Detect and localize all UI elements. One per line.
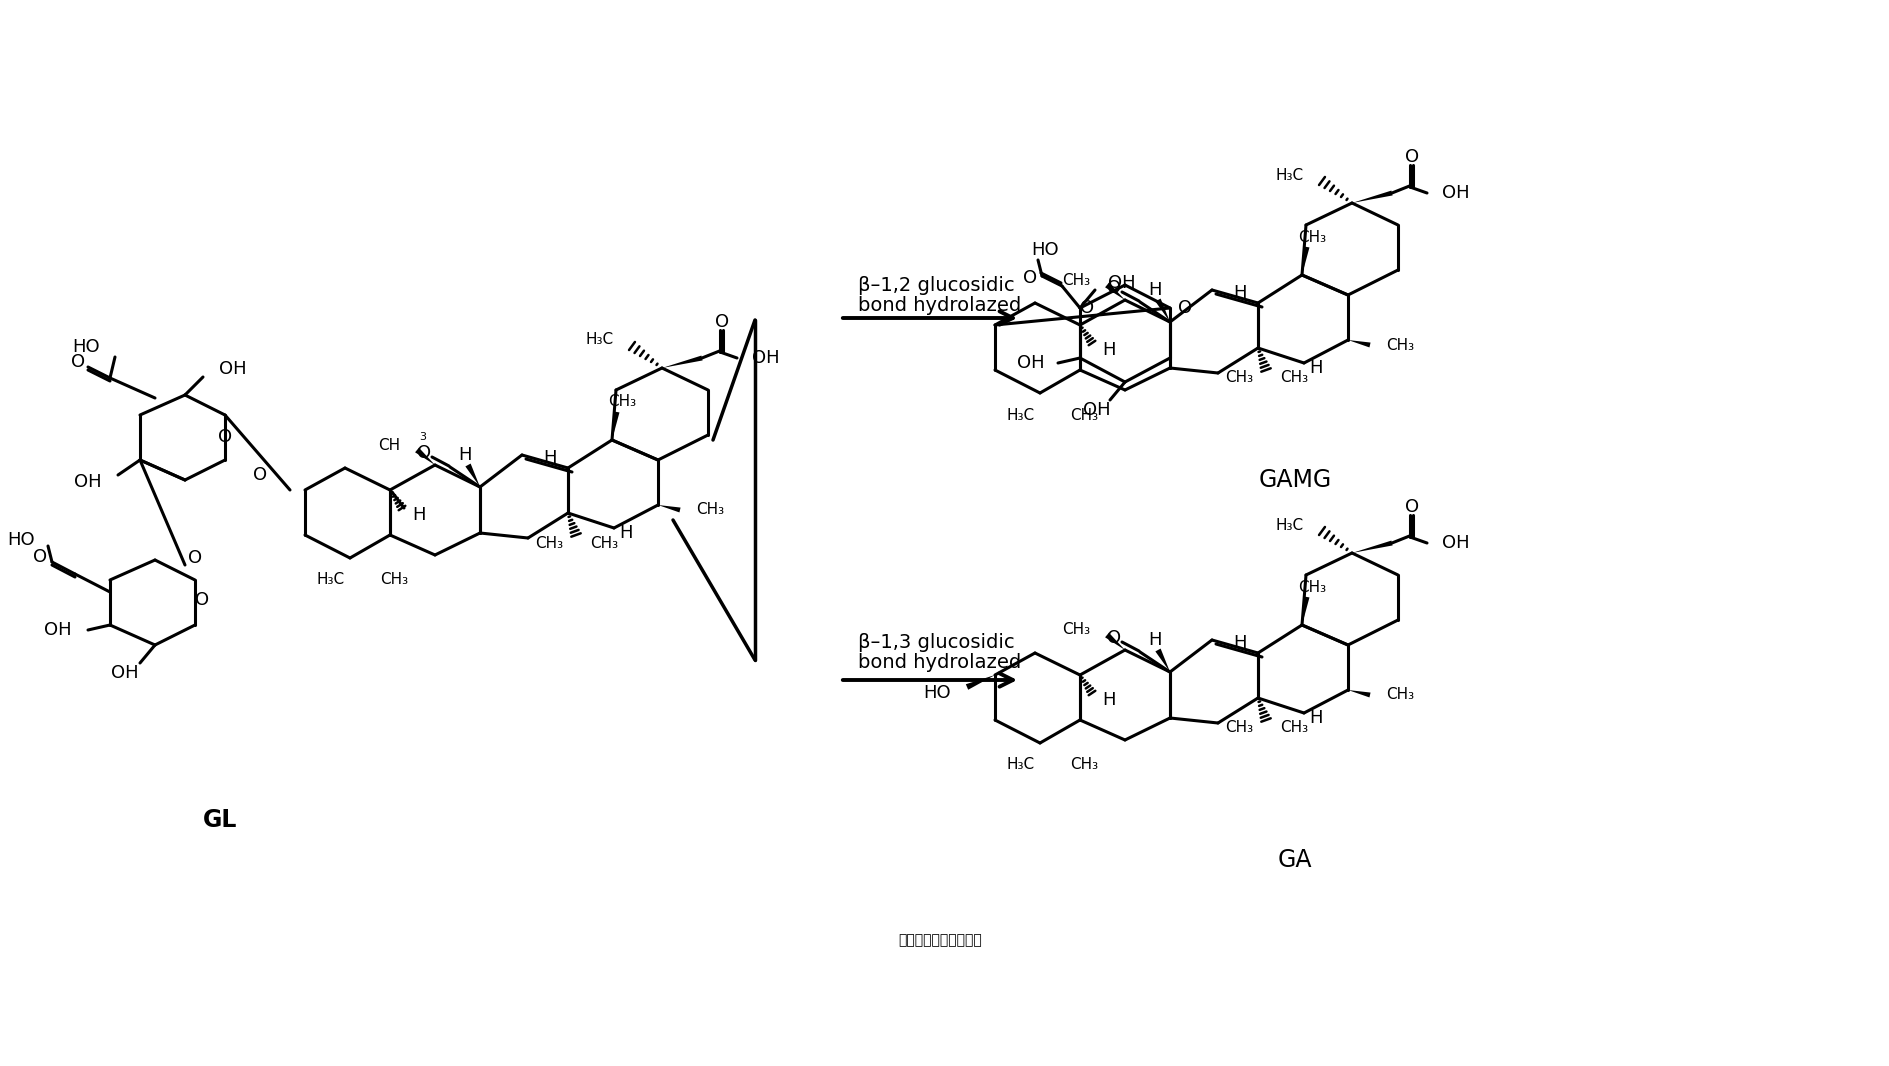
- Polygon shape: [1105, 282, 1124, 300]
- Text: OH: OH: [752, 349, 780, 367]
- Text: H: H: [1101, 341, 1115, 359]
- Text: HO: HO: [924, 684, 950, 702]
- Text: H: H: [1309, 359, 1322, 377]
- Text: H₃C: H₃C: [1275, 517, 1303, 533]
- Text: CH₃: CH₃: [1069, 758, 1098, 773]
- Text: CH₃: CH₃: [380, 572, 408, 587]
- Text: H: H: [542, 449, 557, 467]
- Text: H: H: [620, 524, 633, 542]
- Text: H: H: [1149, 281, 1162, 298]
- Text: CH₃: CH₃: [1062, 273, 1090, 288]
- Polygon shape: [416, 448, 434, 465]
- Text: H₃C: H₃C: [586, 333, 614, 348]
- Polygon shape: [465, 464, 480, 487]
- Text: H: H: [1234, 284, 1247, 302]
- Text: bond hydrolazed: bond hydrolazed: [858, 653, 1020, 673]
- Polygon shape: [1154, 648, 1169, 672]
- Text: CH₃: CH₃: [1062, 623, 1090, 637]
- Text: β–1,3 glucosidic: β–1,3 glucosidic: [858, 633, 1014, 652]
- Text: O: O: [253, 466, 266, 484]
- Text: HO: HO: [72, 338, 100, 356]
- Text: CH: CH: [378, 437, 400, 452]
- Text: H: H: [1309, 709, 1322, 727]
- Text: H: H: [1101, 691, 1115, 709]
- Text: CH₃: CH₃: [1069, 407, 1098, 422]
- Text: O: O: [217, 429, 232, 446]
- Text: O: O: [32, 548, 47, 566]
- Text: H₃C: H₃C: [1275, 167, 1303, 182]
- Text: O: O: [1022, 269, 1037, 287]
- Text: O: O: [1404, 148, 1419, 166]
- Text: CH₃: CH₃: [1224, 371, 1252, 386]
- Text: H₃C: H₃C: [317, 572, 346, 587]
- Text: GL: GL: [202, 808, 236, 831]
- Text: 3: 3: [419, 432, 427, 442]
- Polygon shape: [612, 411, 620, 440]
- Text: O: O: [1177, 298, 1192, 317]
- Polygon shape: [1351, 191, 1392, 203]
- Polygon shape: [1154, 298, 1169, 322]
- Text: CH₃: CH₃: [695, 502, 723, 517]
- Text: CH₃: CH₃: [1298, 229, 1326, 244]
- Polygon shape: [657, 505, 680, 513]
- Text: CH₃: CH₃: [1279, 721, 1307, 736]
- Text: O: O: [417, 445, 431, 462]
- Polygon shape: [965, 675, 994, 690]
- Text: OH: OH: [1107, 274, 1135, 292]
- Text: OH: OH: [74, 473, 102, 491]
- Text: OH: OH: [43, 621, 72, 639]
- Text: β–1,2 glucosidic: β–1,2 glucosidic: [858, 275, 1014, 294]
- Polygon shape: [1351, 540, 1392, 553]
- Text: CH₃: CH₃: [589, 535, 618, 550]
- Polygon shape: [661, 356, 703, 368]
- Text: H₃C: H₃C: [1007, 407, 1035, 422]
- Text: O: O: [714, 313, 729, 332]
- Text: HO: HO: [1031, 241, 1058, 259]
- Text: O: O: [72, 353, 85, 371]
- Polygon shape: [1347, 690, 1370, 697]
- Text: OH: OH: [111, 664, 138, 682]
- Text: HO: HO: [8, 531, 36, 549]
- Text: CH₃: CH₃: [1385, 338, 1413, 353]
- Polygon shape: [1302, 246, 1309, 275]
- Text: H: H: [457, 446, 472, 464]
- Text: H: H: [1149, 631, 1162, 649]
- Text: OH: OH: [1441, 184, 1470, 201]
- Text: O: O: [195, 591, 210, 609]
- Text: 🔍食品与发酵工业杂志: 🔍食品与发酵工业杂志: [897, 933, 982, 947]
- Text: OH: OH: [219, 360, 246, 378]
- Text: GAMG: GAMG: [1258, 468, 1332, 492]
- Polygon shape: [1302, 597, 1309, 625]
- Text: H: H: [1234, 634, 1247, 652]
- Text: CH₃: CH₃: [1224, 721, 1252, 736]
- Text: OH: OH: [1016, 354, 1045, 372]
- Text: H: H: [412, 506, 425, 524]
- Text: O: O: [1079, 298, 1094, 317]
- Text: H₃C: H₃C: [1007, 758, 1035, 773]
- Text: CH₃: CH₃: [1279, 371, 1307, 386]
- Polygon shape: [1105, 633, 1124, 650]
- Text: CH₃: CH₃: [1385, 688, 1413, 702]
- Text: CH₃: CH₃: [608, 394, 637, 409]
- Text: O: O: [1107, 279, 1120, 297]
- Text: O: O: [1107, 629, 1120, 647]
- Text: OH: OH: [1441, 534, 1470, 552]
- Text: GA: GA: [1277, 847, 1311, 872]
- Text: O: O: [1404, 498, 1419, 516]
- Polygon shape: [1347, 340, 1370, 348]
- Text: O: O: [187, 549, 202, 567]
- Text: CH₃: CH₃: [535, 535, 563, 550]
- Text: CH₃: CH₃: [1298, 580, 1326, 595]
- Text: OH: OH: [1082, 401, 1111, 419]
- Text: bond hydrolazed: bond hydrolazed: [858, 295, 1020, 314]
